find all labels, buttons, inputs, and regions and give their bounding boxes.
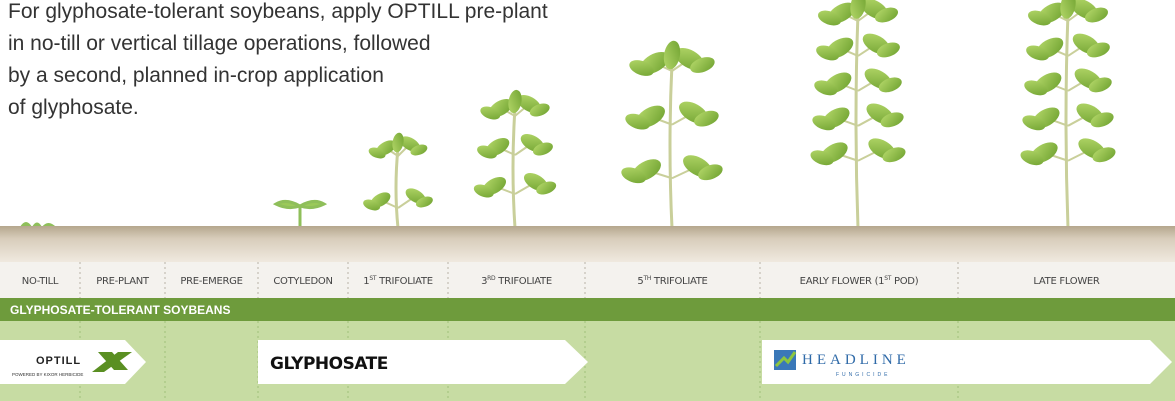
stage-text: POD) <box>891 276 919 287</box>
leaf <box>629 60 654 76</box>
leaf <box>415 196 433 208</box>
leaf <box>816 45 840 61</box>
leaf <box>1088 77 1112 93</box>
stage-text: 5 <box>637 276 643 287</box>
leaf <box>690 57 715 73</box>
leaf <box>1022 115 1046 131</box>
stage-label: EARLY FLOWER (1ST POD) <box>800 275 919 287</box>
cotyledon <box>272 199 328 228</box>
weeds <box>20 222 56 227</box>
leaf <box>882 147 906 163</box>
arrow <box>0 340 146 384</box>
leaf <box>880 112 904 128</box>
leaf <box>625 113 650 130</box>
stage-label: COTYLEDON <box>273 276 332 287</box>
leaf <box>850 0 866 19</box>
stem <box>668 62 674 229</box>
leaf <box>392 132 404 153</box>
leaf <box>477 145 498 159</box>
leaf <box>1026 45 1050 61</box>
leaf <box>536 181 557 195</box>
superscript: ST <box>369 275 377 282</box>
stage-text: PRE-EMERGE <box>180 276 242 287</box>
stage-label: LATE FLOWER <box>1033 276 1100 287</box>
soil <box>0 226 1175 262</box>
stage-text: EARLY FLOWER (1 <box>800 276 885 287</box>
leaf <box>817 10 842 26</box>
leaf <box>473 184 494 198</box>
leaf <box>812 115 836 131</box>
plants <box>20 0 1116 246</box>
leaf <box>529 103 550 117</box>
intro-text: For glyphosate-tolerant soybeans, apply … <box>8 0 548 119</box>
stage-text: 1 <box>363 276 369 287</box>
stem <box>854 12 860 229</box>
intro-line: For glyphosate-tolerant soybeans, apply … <box>8 0 548 23</box>
leaf <box>698 164 723 181</box>
optill-tagline: POWERED BY KIXOR HERBICIDE <box>12 372 83 377</box>
arrow <box>762 340 1172 384</box>
leaf <box>810 150 834 166</box>
leaf <box>1027 10 1052 26</box>
leaf <box>814 80 838 96</box>
headline-arrow: HEADLINE FUNGICIDE <box>762 340 1172 384</box>
leaf <box>368 147 386 159</box>
crop-band-title: GLYPHOSATE-TOLERANT SOYBEANS <box>10 303 230 317</box>
leaf <box>1024 80 1048 96</box>
leaf <box>1092 147 1116 163</box>
leaf <box>694 110 719 127</box>
intro-line: in no-till or vertical tillage operation… <box>8 32 431 55</box>
stem <box>394 147 400 229</box>
glyphosate-arrow: GLYPHOSATE <box>258 340 588 384</box>
leaf <box>480 106 501 120</box>
headline-logo: HEADLINE <box>802 352 910 368</box>
headline-icon-line <box>774 351 797 368</box>
stage-text: NO-TILL <box>22 276 59 287</box>
leaf <box>878 77 902 93</box>
stage-label: NO-TILL <box>22 276 59 287</box>
stage-text: TRIFOLIATE <box>651 276 708 287</box>
intro-line: by a second, planned in-crop application <box>8 64 384 87</box>
leaf <box>874 7 899 23</box>
leaf <box>1090 112 1114 128</box>
stage-label: 3RD TRIFOLIATE <box>481 275 552 287</box>
stage-label: PRE-PLANT <box>96 276 150 287</box>
leaf <box>1020 150 1044 166</box>
stage-text: TRIFOLIATE <box>376 276 433 287</box>
superscript: TH <box>642 275 651 282</box>
optill-logo: OPTILL <box>36 355 81 367</box>
stage-row <box>0 262 1175 298</box>
leaf <box>1086 42 1110 58</box>
stage-text: COTYLEDON <box>273 276 332 287</box>
arrow <box>258 340 588 384</box>
superscript: RD <box>487 275 496 282</box>
stage-text: TRIFOLIATE <box>495 276 552 287</box>
leaf <box>621 167 646 184</box>
crop-band <box>0 298 1175 321</box>
headline-tagline: FUNGICIDE <box>836 372 891 378</box>
stage-label: 5TH TRIFOLIATE <box>637 275 707 287</box>
stem <box>511 107 517 229</box>
leaf <box>532 142 553 156</box>
stage-text: 3 <box>481 276 487 287</box>
leaf <box>363 199 381 211</box>
leaf <box>1060 0 1076 19</box>
stage-label: 1ST TRIFOLIATE <box>363 275 432 287</box>
leaf <box>508 89 522 114</box>
stem <box>1064 12 1070 229</box>
intro-line: of glyphosate. <box>8 96 139 119</box>
stage-text: PRE-PLANT <box>96 276 150 287</box>
stage-text: LATE FLOWER <box>1033 276 1100 287</box>
leaf <box>410 144 428 156</box>
optill-arrow: OPTILL POWERED BY KIXOR HERBICIDE <box>0 340 146 384</box>
optill-x <box>92 352 132 372</box>
leaf <box>1084 7 1109 23</box>
superscript: ST <box>884 275 892 282</box>
glyphosate-label: GLYPHOSATE <box>270 354 388 374</box>
leaf <box>663 40 681 70</box>
leaf <box>876 42 900 58</box>
stage-label: PRE-EMERGE <box>180 276 242 287</box>
